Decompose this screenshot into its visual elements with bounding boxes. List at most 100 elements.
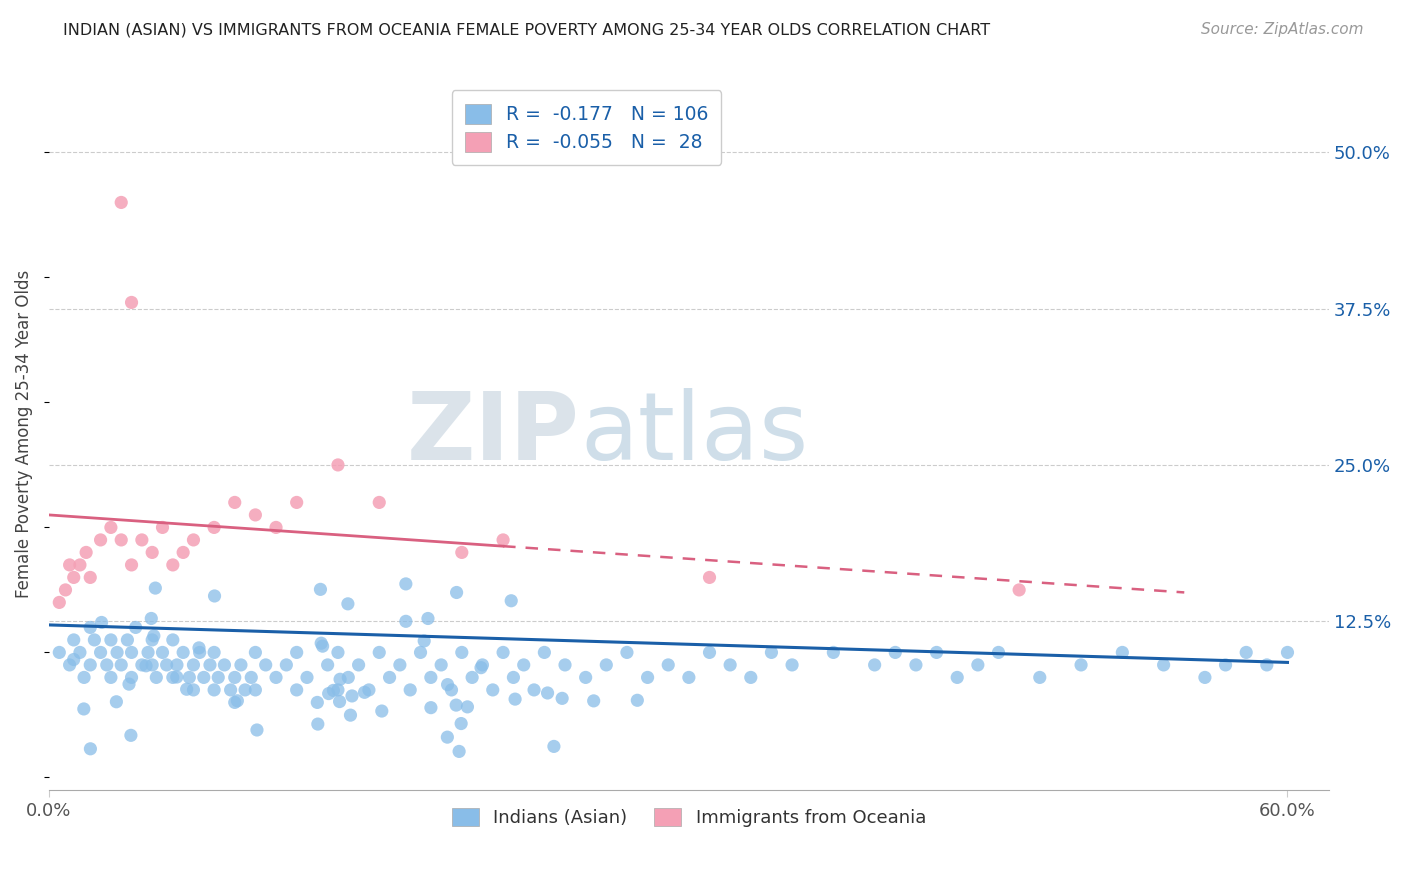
Point (436, 730, 458, 744)
Point (229, 657, 252, 672)
Point (162, 670, 184, 684)
Point (1215, 657, 1237, 672)
Point (73, 702, 96, 716)
Point (135, 658, 157, 673)
Point (678, 670, 700, 684)
Point (254, 657, 277, 672)
Point (430, 657, 453, 672)
Point (347, 657, 370, 672)
Point (470, 661, 492, 675)
Point (48, 645, 70, 659)
Point (264, 670, 287, 684)
Point (626, 693, 648, 707)
Point (156, 657, 179, 672)
Point (188, 645, 211, 659)
Point (62, 632, 84, 647)
Point (512, 657, 534, 672)
Point (245, 508, 267, 522)
Point (449, 744, 471, 758)
Point (285, 495, 308, 509)
Point (90, 533, 112, 547)
Point (55, 582, 77, 597)
Point (904, 657, 927, 672)
Point (863, 657, 886, 672)
Point (214, 657, 236, 672)
Point (246, 723, 269, 737)
Point (309, 582, 332, 597)
Point (166, 670, 188, 684)
Point (69, 558, 91, 572)
Point (90, 615, 112, 630)
Point (145, 670, 167, 684)
Point (276, 657, 298, 672)
Point (79, 620, 101, 634)
Point (83, 632, 105, 647)
Point (59, 558, 82, 572)
Point (1008, 582, 1031, 597)
Point (96, 657, 118, 672)
Point (657, 657, 679, 672)
Point (780, 657, 803, 672)
Point (309, 636, 332, 650)
Point (105, 645, 128, 659)
Point (551, 691, 574, 706)
Point (121, 558, 143, 572)
Point (322, 683, 344, 698)
Point (1070, 657, 1092, 672)
Point (143, 581, 166, 595)
Point (152, 645, 174, 659)
Point (245, 682, 267, 697)
Point (533, 645, 555, 659)
Point (450, 545, 472, 559)
Point (461, 670, 484, 684)
Point (131, 657, 153, 672)
Point (73, 670, 96, 684)
Point (198, 657, 221, 672)
Point (1194, 670, 1216, 684)
Point (141, 632, 163, 647)
Point (226, 694, 249, 708)
Point (326, 682, 349, 697)
Point (117, 632, 139, 647)
Point (925, 645, 948, 659)
Point (419, 670, 441, 684)
Point (142, 629, 165, 643)
Point (492, 645, 515, 659)
Point (105, 695, 128, 709)
Point (316, 657, 339, 672)
Point (79, 657, 101, 672)
Point (399, 682, 422, 697)
Point (823, 645, 845, 659)
Point (121, 295, 143, 310)
Point (152, 520, 174, 534)
Point (179, 670, 201, 684)
Text: INDIAN (ASIAN) VS IMMIGRANTS FROM OCEANIA FEMALE POVERTY AMONG 25-34 YEAR OLDS C: INDIAN (ASIAN) VS IMMIGRANTS FROM OCEANI… (63, 22, 990, 37)
Point (202, 645, 225, 659)
Point (523, 682, 546, 697)
Point (357, 682, 380, 697)
Point (183, 533, 205, 547)
Point (1234, 645, 1257, 659)
Point (79, 741, 101, 756)
Point (353, 685, 375, 699)
Legend: Indians (Asian), Immigrants from Oceania: Indians (Asian), Immigrants from Oceania (444, 800, 934, 834)
Point (718, 657, 741, 672)
Point (337, 670, 360, 684)
Point (141, 545, 163, 559)
Point (492, 533, 515, 547)
Point (436, 678, 458, 692)
Point (368, 645, 391, 659)
Point (326, 645, 349, 659)
Point (183, 657, 205, 672)
Point (121, 670, 143, 684)
Point (419, 700, 441, 714)
Point (59, 657, 82, 672)
Point (339, 708, 361, 723)
Point (162, 558, 184, 572)
Point (204, 589, 226, 603)
Point (699, 570, 721, 584)
Point (582, 694, 605, 708)
Point (368, 495, 391, 509)
Point (388, 657, 411, 672)
Point (329, 673, 352, 687)
